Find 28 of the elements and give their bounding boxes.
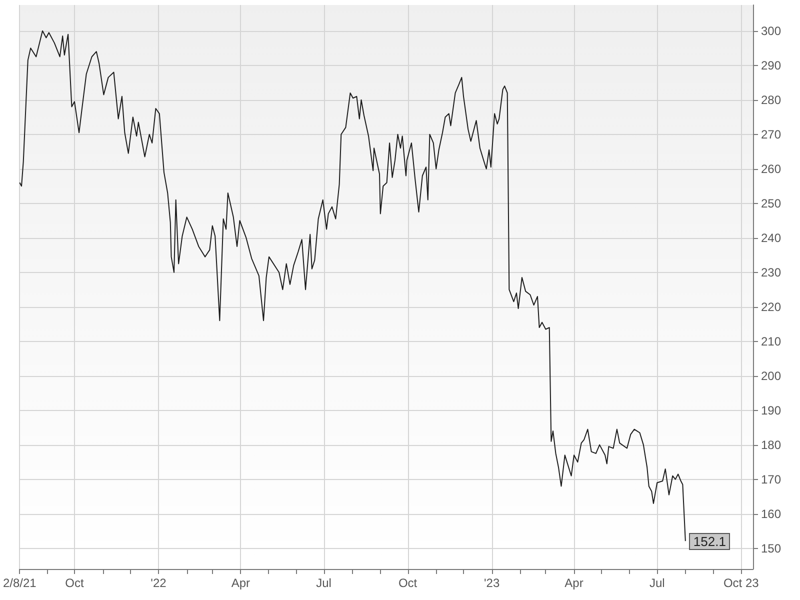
- y-tick-label: 300: [761, 24, 782, 38]
- x-tick-label: Jul: [649, 576, 665, 590]
- y-tick-label: 190: [761, 403, 782, 418]
- line-series: [19, 30, 686, 542]
- y-tick-label: 150: [761, 541, 782, 556]
- x-tick-label: Apr: [231, 576, 250, 590]
- y-tick-label: 230: [761, 265, 782, 280]
- y-tick-label: 240: [761, 230, 782, 245]
- x-tick-label: '23: [484, 576, 500, 590]
- x-tick-label: Oct: [398, 576, 418, 590]
- y-tick-label: 210: [761, 334, 782, 348]
- y-tick-label: 270: [761, 127, 782, 142]
- y-tick-label: 160: [761, 506, 782, 521]
- x-tick-label: Apr: [564, 576, 584, 590]
- y-tick-label: 250: [761, 196, 782, 210]
- y-tick-label: 170: [761, 472, 782, 486]
- y-tick-label: 290: [761, 58, 782, 72]
- x-tick-label: Jul: [316, 576, 332, 590]
- y-tick-label: 260: [761, 162, 782, 176]
- y-tick-label: 280: [761, 92, 782, 107]
- x-tick-label: Oct: [65, 576, 84, 590]
- x-tick-label: Oct 23: [723, 576, 760, 590]
- y-tick-label: 180: [761, 438, 782, 452]
- y-tick-label: 220: [761, 300, 782, 314]
- annotation: 152.1: [689, 533, 730, 550]
- x-tick-label: '22: [150, 576, 167, 590]
- y-tick-label: 200: [761, 368, 782, 383]
- x-tick-label: 2/8/21: [2, 576, 37, 590]
